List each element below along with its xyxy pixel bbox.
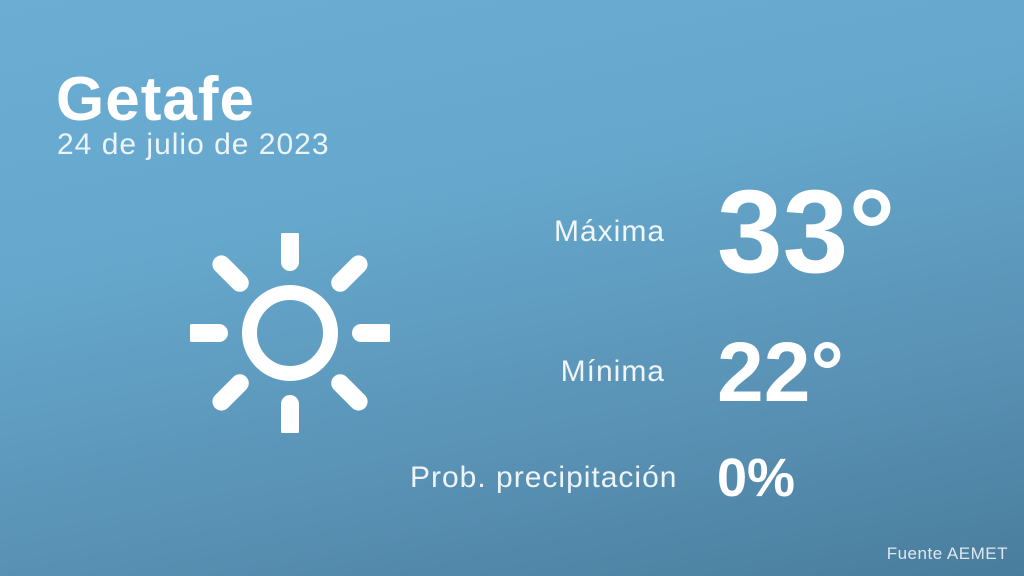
metric-label-precipitation: Prob. precipitación [410,461,678,494]
page-title: Getafe [56,65,255,134]
metric-value-minima: 22° [717,325,845,419]
source-attribution: Fuente AEMET [886,544,1008,563]
metric-label-maxima: Máxima [553,215,665,248]
metric-row-minima: Mínima 22° [410,330,970,414]
metric-value-maxima: 33° [717,166,896,298]
date-label: 24 de julio de 2023 [57,128,330,161]
metric-value-precipitation: 0% [717,448,796,508]
metric-label-minima: Mínima [560,355,665,388]
sun-icon [184,227,396,439]
metric-row-maxima: Máxima 33° [410,170,970,294]
metric-row-precipitation: Prob. precipitación 0% [410,444,970,512]
